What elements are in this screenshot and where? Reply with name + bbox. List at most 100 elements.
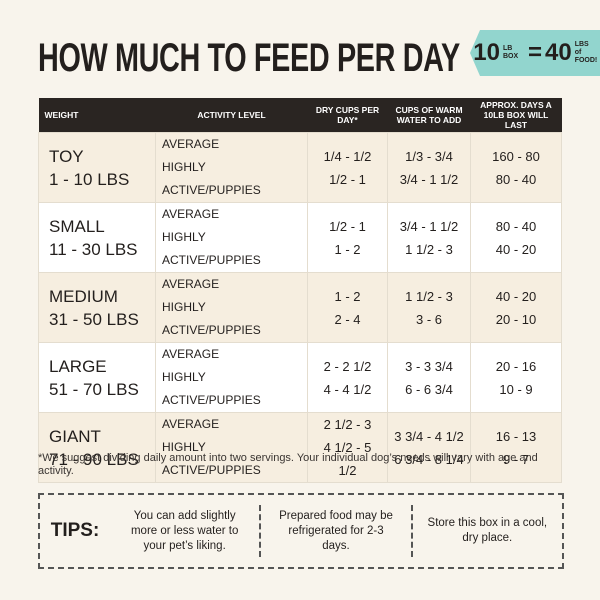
- cell-line: 4 - 4 1/2: [323, 381, 372, 397]
- column-header: WEIGHT: [38, 98, 156, 133]
- tip-item: You can add slightly more or less water …: [110, 509, 259, 554]
- value-cell: 1 1/2 - 3 3 - 6: [387, 272, 471, 343]
- cell-line: 1 1/2 - 3: [405, 288, 453, 304]
- header-row: WEIGHT ACTIVITY LEVEL DRY CUPS PER DAY* CUP…: [38, 98, 562, 133]
- cell-line: 1/2 - 1: [329, 218, 366, 234]
- cell-line: 3 3/4 - 4 1/2: [394, 428, 464, 444]
- cell-line: 80 - 40: [495, 218, 537, 234]
- cell-line: 1 1/2 - 3: [405, 241, 453, 257]
- weight-cell: GIANT 71 - 90 LBS: [38, 412, 156, 483]
- weight-class: GIANT: [49, 426, 101, 446]
- table-row: TOY 1 - 10 LBS AVERAGE HIGHLY ACTIVE/PUPPIE…: [38, 132, 562, 203]
- badge-number: 40: [545, 39, 572, 66]
- column-header: ACTIVITY LEVEL: [155, 98, 308, 133]
- value-cell: 3 3/4 - 4 1/2 6 3/4 - 8 1/4: [387, 412, 471, 483]
- cell-line: 160 - 80: [492, 148, 540, 164]
- tips-box: TIPS: You can add slightly more or less …: [38, 493, 564, 569]
- tip-item: Prepared food may be refrigerated for 2-…: [259, 505, 410, 557]
- cell-line: 20 - 10: [495, 311, 537, 327]
- table-row: SMALL 11 - 30 LBS AVERAGE HIGHLY ACTIVE/PUP…: [38, 202, 562, 273]
- cell-line: HIGHLY ACTIVE/PUPPIES: [162, 160, 261, 197]
- cell-line: 2 1/2 - 3: [323, 417, 372, 432]
- weight-class: TOY: [49, 146, 84, 166]
- value-cell: 3 - 3 3/4 6 - 6 3/4: [387, 342, 471, 413]
- cell-line: 1/4 - 1/2: [323, 148, 372, 164]
- cell-line: AVERAGE: [162, 417, 220, 431]
- cell-line: 20 - 16: [495, 358, 537, 374]
- cell-line: 1 - 2: [334, 241, 361, 257]
- table-row: GIANT 71 - 90 LBS AVERAGE HIGHLY ACTIVE/PUP…: [38, 412, 562, 483]
- feeding-table: WEIGHT ACTIVITY LEVEL DRY CUPS PER DAY* CUP…: [38, 98, 562, 483]
- cell-line: AVERAGE: [162, 137, 220, 151]
- weight-cell: TOY 1 - 10 LBS: [38, 132, 156, 203]
- tip-text: Store this box in a cool, dry place.: [427, 517, 548, 544]
- cell-line: 2 - 4: [334, 311, 361, 327]
- weight-cell: MEDIUM 31 - 50 LBS: [38, 272, 156, 343]
- tip-text: You can add slightly more or less water …: [130, 509, 239, 552]
- value-cell: 1 - 2 2 - 4: [307, 272, 388, 343]
- cell-line: 80 - 40: [495, 171, 537, 187]
- title: HOW MUCH TO FEED PER DAY: [38, 36, 460, 80]
- table-row: MEDIUM 31 - 50 LBS AVERAGE HIGHLY ACTIVE/PU…: [38, 272, 562, 343]
- footnote: *We suggest dividing daily amount into t…: [38, 452, 538, 477]
- value-cell: 16 - 13 9 - 7: [470, 412, 562, 483]
- cell-line: 3 - 3 3/4: [405, 358, 453, 374]
- cell-line: 16 - 13: [495, 428, 537, 444]
- weight-range: 31 - 50 LBS: [49, 309, 139, 329]
- cell-line: HIGHLY ACTIVE/PUPPIES: [162, 440, 261, 477]
- badge-unit: LB BOX: [502, 45, 519, 60]
- value-cell: 20 - 16 10 - 9: [470, 342, 562, 413]
- badge: 10 LB BOX = 40 LBS of FOOD!: [470, 30, 600, 76]
- cell-line: 2 - 2 1/2: [323, 358, 372, 374]
- badge-number: 10: [473, 39, 500, 66]
- value-cell: AVERAGE HIGHLY ACTIVE/PUPPIES: [155, 132, 308, 203]
- column-header: APPROX. DAYS A 10LB BOX WILL LAST: [470, 98, 562, 133]
- cell-line: 6 3/4 - 8 1/4: [394, 451, 464, 467]
- cell-line: 6 - 6 3/4: [405, 381, 453, 397]
- cell-line: 3 - 6: [415, 311, 442, 327]
- badge-equals: =: [527, 39, 542, 66]
- cell-line: 1 - 2: [334, 288, 361, 304]
- weight-range: 11 - 30 LBS: [49, 239, 138, 259]
- weight-range: 71 - 90 LBS: [49, 449, 139, 469]
- cell-line: HIGHLY ACTIVE/PUPPIES: [162, 300, 261, 337]
- value-cell: 2 1/2 - 3 4 1/2 - 5 1/2: [307, 412, 388, 483]
- cell-line: 1/2 - 1: [329, 171, 366, 187]
- tip-item: Store this box in a cool, dry place.: [410, 505, 562, 557]
- column-header: CUPS OF WARM WATER TO ADD: [387, 98, 471, 133]
- value-cell: 80 - 40 40 - 20: [470, 202, 562, 273]
- cell-line: 9 - 7: [502, 451, 529, 467]
- weight-class: LARGE: [49, 356, 107, 376]
- cell-line: 10 - 9: [499, 381, 533, 397]
- weight-class: SMALL: [49, 216, 105, 236]
- cell-line: HIGHLY ACTIVE/PUPPIES: [162, 230, 261, 267]
- badge-unit: LBS of FOOD!: [574, 41, 598, 64]
- value-cell: 1/3 - 3/4 3/4 - 1 1/2: [387, 132, 471, 203]
- value-cell: 3/4 - 1 1/2 1 1/2 - 3: [387, 202, 471, 273]
- cell-line: AVERAGE: [162, 277, 220, 291]
- weight-class: MEDIUM: [49, 286, 118, 306]
- cell-line: 3/4 - 1 1/2: [399, 171, 459, 187]
- value-cell: 1/4 - 1/2 1/2 - 1: [307, 132, 388, 203]
- cell-line: AVERAGE: [162, 207, 220, 221]
- weight-cell: SMALL 11 - 30 LBS: [38, 202, 156, 273]
- cell-line: 40 - 20: [495, 241, 537, 257]
- value-cell: 40 - 20 20 - 10: [470, 272, 562, 343]
- value-cell: 160 - 80 80 - 40: [470, 132, 562, 203]
- tips-label: TIPS:: [50, 520, 100, 541]
- value-cell: 2 - 2 1/2 4 - 4 1/2: [307, 342, 388, 413]
- value-cell: AVERAGE HIGHLY ACTIVE/PUPPIES: [155, 202, 308, 273]
- value-cell: 1/2 - 1 1 - 2: [307, 202, 388, 273]
- cell-line: 40 - 20: [495, 288, 537, 304]
- weight-range: 1 - 10 LBS: [49, 169, 130, 189]
- cell-line: HIGHLY ACTIVE/PUPPIES: [162, 370, 261, 407]
- cell-line: AVERAGE: [162, 347, 220, 361]
- value-cell: AVERAGE HIGHLY ACTIVE/PUPPIES: [155, 272, 308, 343]
- tip-text: Prepared food may be refrigerated for 2-…: [279, 509, 393, 552]
- weight-cell: LARGE 51 - 70 LBS: [38, 342, 156, 413]
- value-cell: AVERAGE HIGHLY ACTIVE/PUPPIES: [155, 342, 308, 413]
- cell-line: 1/3 - 3/4: [405, 148, 453, 164]
- cell-line: 3/4 - 1 1/2: [399, 218, 459, 234]
- table-row: LARGE 51 - 70 LBS AVERAGE HIGHLY ACTIVE/PUP…: [38, 342, 562, 413]
